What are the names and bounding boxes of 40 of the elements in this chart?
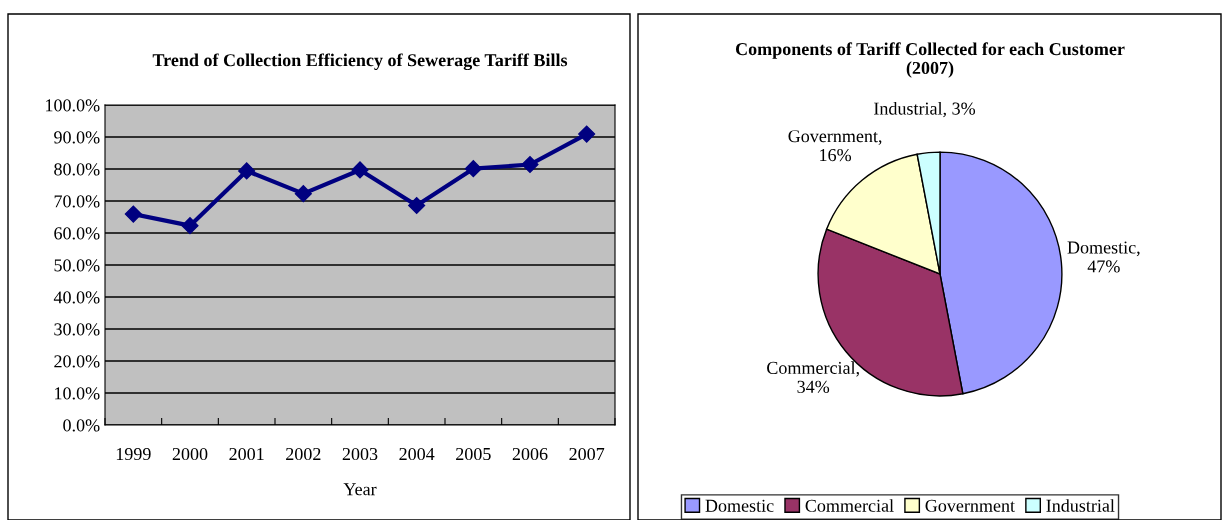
y-tick-label: 60.0% xyxy=(54,227,100,240)
legend-label: Domestic xyxy=(705,499,774,512)
y-tick-label: 0.0% xyxy=(63,419,100,432)
x-tick-label: 2002 xyxy=(286,447,321,461)
point xyxy=(181,217,199,235)
x-tick-label: 2003 xyxy=(342,447,378,461)
legend-label: Industrial xyxy=(1046,499,1115,512)
point xyxy=(578,125,596,143)
point xyxy=(351,161,369,179)
x-tick-label: 2007 xyxy=(569,447,605,461)
point xyxy=(521,155,539,174)
data-label: Domestic, 47% xyxy=(1067,241,1140,273)
legend-label: Government xyxy=(925,499,1015,512)
x-tick-label: 2005 xyxy=(456,447,491,461)
point xyxy=(238,162,256,180)
chart-title: Trend of Collection Efficiency of Sewerage Tariff Bills xyxy=(152,53,568,71)
data-label: Government, 16% xyxy=(788,130,882,162)
y-tick-label: 40.0% xyxy=(53,291,100,304)
x-tick-label: 2006 xyxy=(512,447,548,461)
data-label: Commercial, 34% xyxy=(767,361,859,393)
y-tick-label: 50.0% xyxy=(54,259,100,272)
y-tick-label: 70.0% xyxy=(54,195,100,208)
x-tick-label: 2001 xyxy=(229,447,264,461)
point xyxy=(408,196,426,215)
y-tick-label: 90.0% xyxy=(54,131,100,144)
y-tick-label: 20.0% xyxy=(54,355,100,368)
y-tick-label: 10.0% xyxy=(55,387,100,400)
y-tick-label: 100.0% xyxy=(46,99,100,112)
x-tick-label: 2000 xyxy=(172,447,208,461)
y-tick-label: 80.0% xyxy=(54,163,100,176)
point xyxy=(124,205,142,223)
data-label: Industrial, 3% xyxy=(874,101,976,118)
x-tick-label: 2004 xyxy=(399,447,435,461)
chart-title: Components of Tariff Collected for each Customer (2007) xyxy=(735,42,1125,78)
y-tick-label: 30.0% xyxy=(54,323,100,336)
x-tick-label: 1999 xyxy=(116,447,151,461)
x-axis-title: Year xyxy=(343,483,377,496)
point xyxy=(294,185,312,203)
legend-label: Commercial xyxy=(805,499,894,512)
point xyxy=(464,160,482,178)
